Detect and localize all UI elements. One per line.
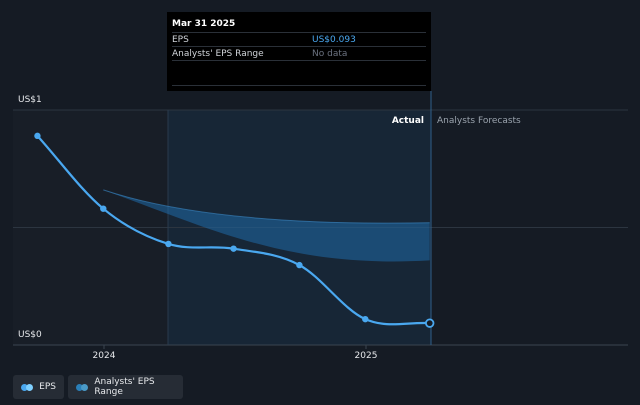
actual-label: Actual bbox=[392, 116, 424, 126]
tooltip-eps-value: US$0.093 bbox=[312, 35, 356, 45]
hover-tooltip: Mar 31 2025 EPS US$0.093 Analysts' EPS R… bbox=[167, 12, 431, 91]
x-tick-label-2024: 2024 bbox=[93, 351, 116, 361]
eps-point-2025-03-31 bbox=[425, 318, 435, 328]
x-tick-label-2025: 2025 bbox=[355, 351, 378, 361]
tooltip-row-range: Analysts' EPS Range No data bbox=[172, 46, 426, 61]
y-tick-label-0: US$1 bbox=[18, 95, 42, 105]
tooltip-spacer bbox=[172, 60, 426, 86]
legend-eps-button[interactable]: EPS bbox=[13, 375, 64, 399]
eps-point-2024-06-30 bbox=[230, 245, 237, 252]
tooltip-row-eps: EPS US$0.093 bbox=[172, 32, 426, 47]
tooltip-range-value: No data bbox=[312, 49, 348, 59]
eps-point-2023-12-31 bbox=[100, 205, 107, 212]
tooltip-date: Mar 31 2025 bbox=[172, 19, 236, 29]
forecast-label: Analysts Forecasts bbox=[437, 116, 521, 126]
eps-point-2024-09-30 bbox=[296, 261, 303, 269]
legend-range-label: Analysts' EPS Range bbox=[94, 377, 155, 397]
y-tick-label-1: US$0 bbox=[18, 330, 42, 340]
legend-range-button[interactable]: Analysts' EPS Range bbox=[68, 375, 183, 399]
eps-point-2024-12-31 bbox=[362, 315, 369, 323]
range-upper-edge bbox=[103, 189, 430, 224]
tooltip-eps-label: EPS bbox=[172, 35, 189, 45]
range-legend-icon bbox=[76, 383, 88, 391]
tooltip-range-label: Analysts' EPS Range bbox=[172, 49, 264, 59]
eps-point-2024-03-31 bbox=[165, 240, 172, 248]
analysts-range-band bbox=[103, 189, 430, 262]
eps-point-2023-09-30 bbox=[34, 132, 41, 140]
legend-eps-label: EPS bbox=[39, 382, 56, 392]
eps-legend-icon bbox=[21, 383, 33, 391]
